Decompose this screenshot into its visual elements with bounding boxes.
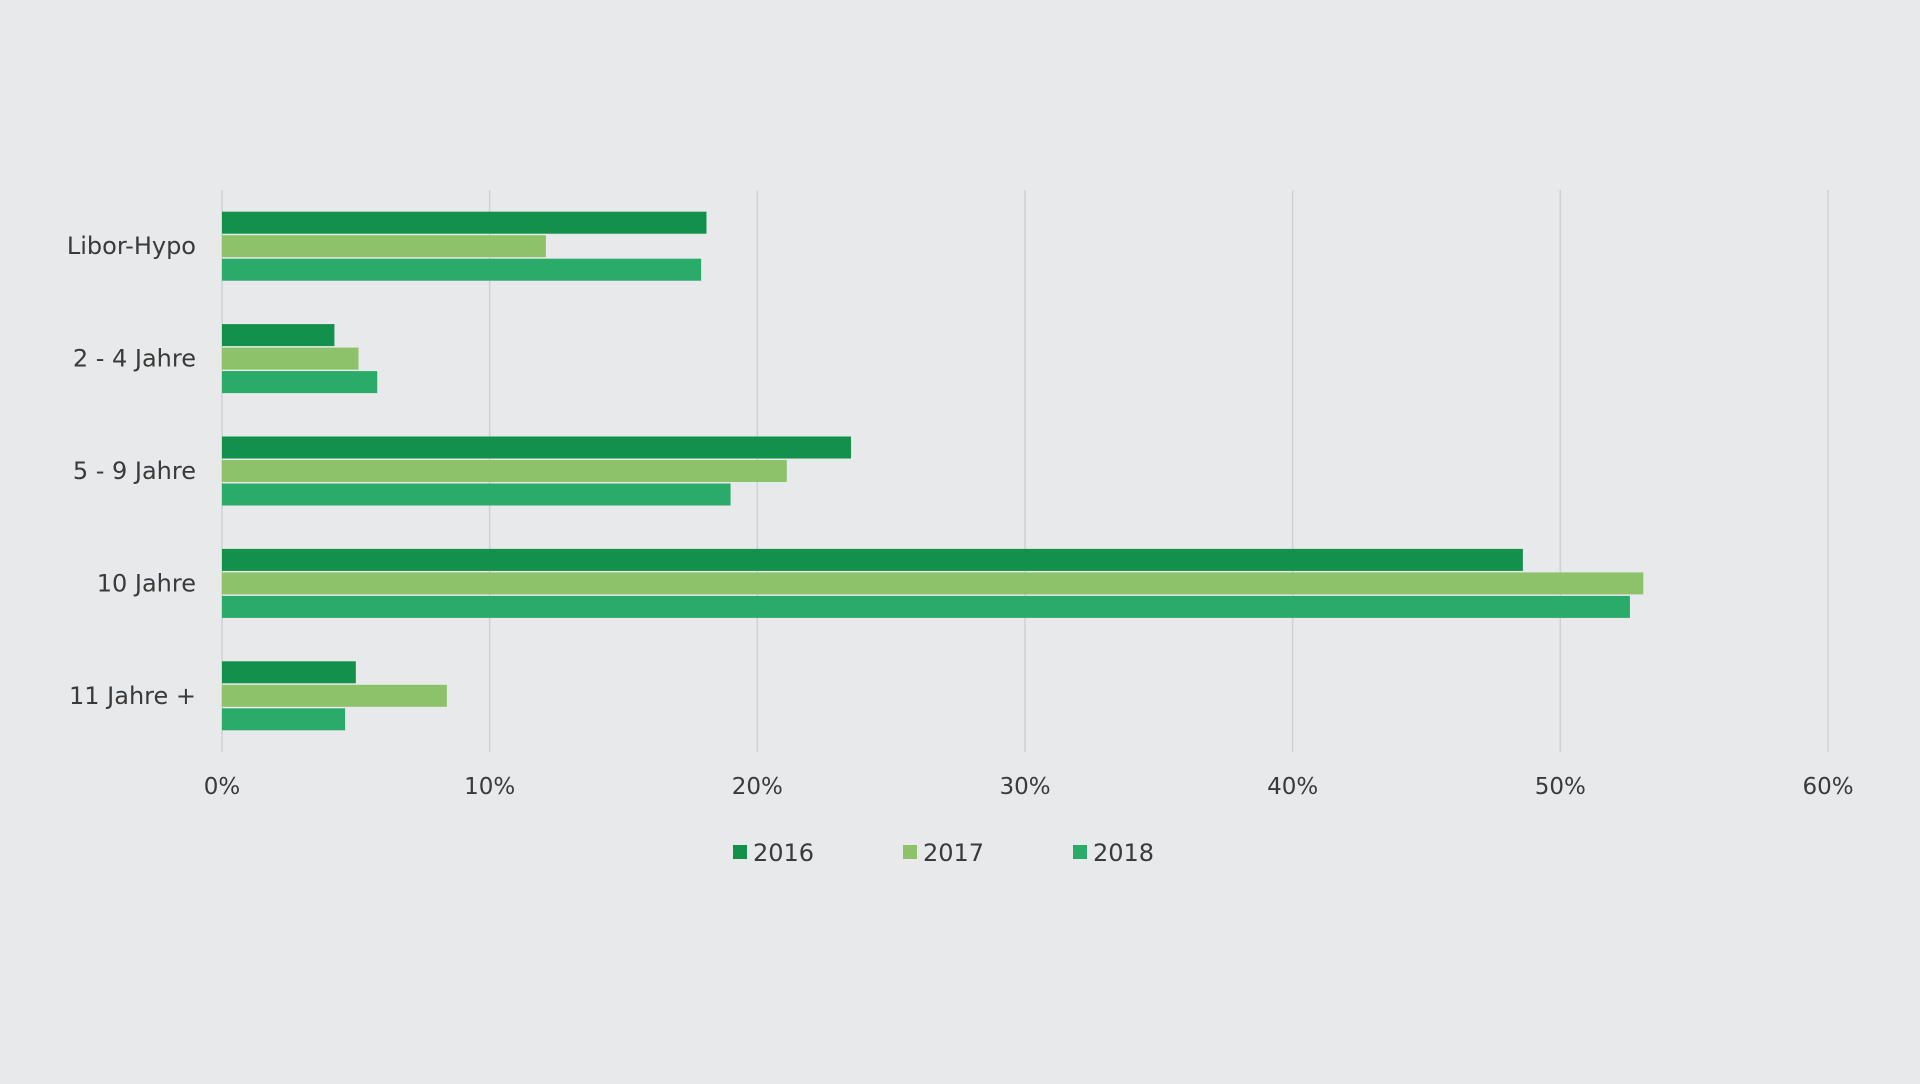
category-label: 5 - 9 Jahre — [73, 457, 196, 485]
x-tick-label: 30% — [999, 774, 1050, 800]
x-tick-label: 10% — [464, 774, 515, 800]
x-axis-ticks: 0% 10% 20% 30% 40% 50% 60% — [204, 774, 1854, 800]
legend-label-2016: 2016 — [753, 839, 814, 867]
x-tick-label: 0% — [204, 774, 241, 800]
x-tick-label: 40% — [1267, 774, 1318, 800]
category-label: Libor-Hypo — [67, 232, 196, 260]
bar-2017-0 — [222, 235, 546, 258]
bar-2017-3 — [222, 572, 1644, 595]
legend-swatch-2017 — [903, 845, 917, 859]
legend: 2016 2017 2018 — [733, 839, 1154, 867]
bar-2016-3 — [222, 548, 1523, 571]
bar-2017-1 — [222, 347, 359, 370]
category-labels: Libor-Hypo 2 - 4 Jahre 5 - 9 Jahre 10 Jahre… — [67, 232, 196, 710]
bar-2018-2 — [222, 483, 731, 506]
legend-label-2018: 2018 — [1093, 839, 1154, 867]
bar-2017-2 — [222, 460, 787, 482]
bar-2016-2 — [222, 436, 852, 459]
x-tick-label: 50% — [1535, 774, 1586, 800]
bar-2017-4 — [222, 684, 447, 707]
category-label: 2 - 4 Jahre — [73, 345, 196, 373]
bar-2016-4 — [222, 661, 356, 684]
bar-2018-3 — [222, 595, 1630, 618]
bars-layer — [222, 211, 1644, 731]
legend-label-2017: 2017 — [923, 839, 984, 867]
bar-2016-0 — [222, 211, 707, 234]
category-label: 11 Jahre + — [69, 682, 196, 710]
bar-2018-4 — [222, 708, 346, 731]
bar-2018-0 — [222, 258, 702, 281]
bar-2016-1 — [222, 324, 335, 347]
x-tick-label: 60% — [1802, 774, 1853, 800]
bar-2018-1 — [222, 371, 378, 394]
category-label: 10 Jahre — [97, 569, 196, 597]
legend-swatch-2016 — [733, 845, 747, 859]
x-tick-label: 20% — [732, 774, 783, 800]
legend-swatch-2018 — [1073, 845, 1087, 859]
